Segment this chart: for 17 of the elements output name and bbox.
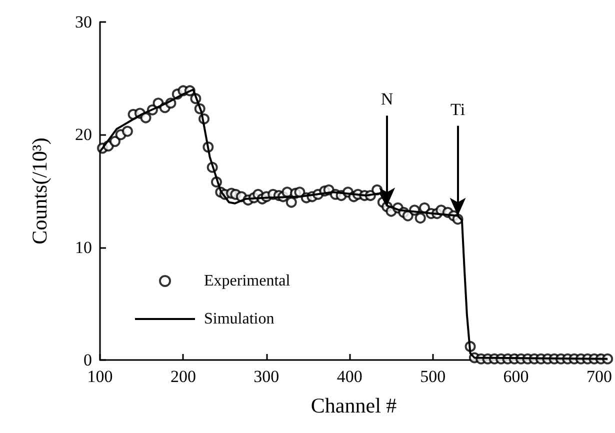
x-tick-label: 300 (254, 367, 280, 386)
y-tick-label: 30 (75, 12, 92, 32)
x-tick-label: 400 (336, 367, 362, 386)
legend-label: Simulation (204, 310, 274, 328)
annotation: Ti (450, 100, 466, 119)
x-tick-label: 500 (420, 367, 446, 386)
x-tick-label: 200 (170, 367, 196, 386)
x-tick-label: 600 (503, 367, 529, 386)
x-tick-label: 700 (586, 367, 612, 386)
annotation: N (380, 90, 394, 109)
x-axis-title: Channel # (310, 394, 398, 418)
y-tick-label: 20 (75, 125, 92, 144)
y-axis-title: Counts(/10³) (28, 138, 52, 244)
legend-label: Experimental (204, 272, 291, 290)
y-tick-label: 10 (75, 238, 92, 257)
x-tick-label: 100 (87, 367, 113, 386)
y-tick-label: 0 (84, 350, 92, 370)
